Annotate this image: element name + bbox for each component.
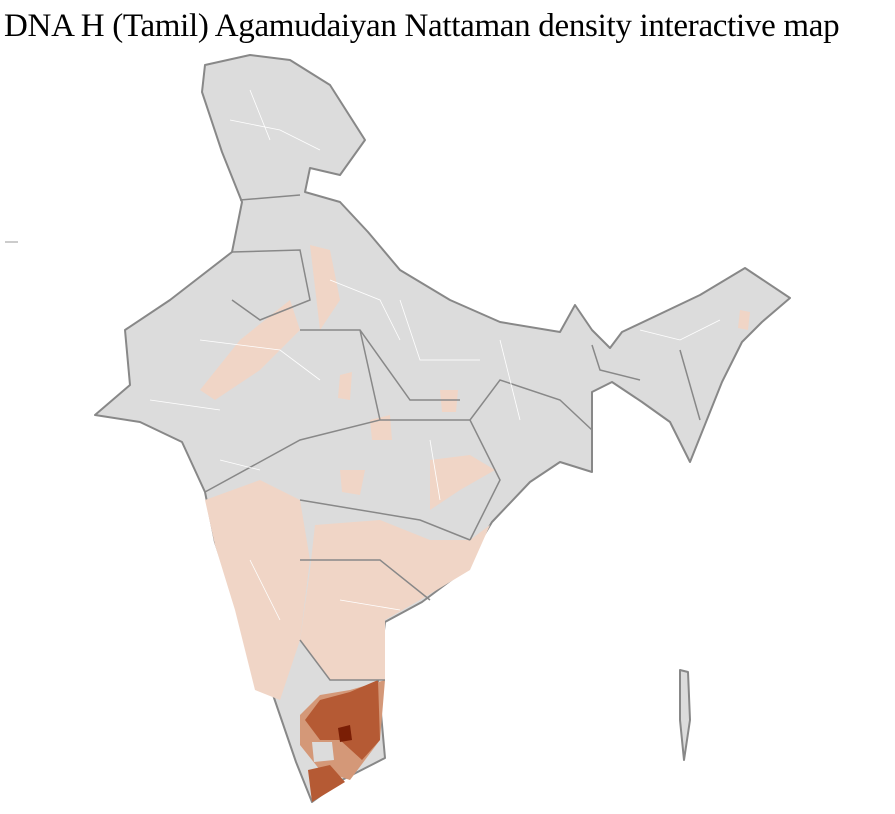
low-density-districts bbox=[200, 245, 750, 700]
high-density-districts bbox=[300, 680, 385, 802]
state-borders bbox=[204, 194, 701, 681]
map-title: DNA H (Tamil) Agamudaiyan Nattaman densi… bbox=[4, 8, 840, 44]
andaman-islands bbox=[679, 669, 691, 761]
district-borders bbox=[149, 89, 721, 621]
